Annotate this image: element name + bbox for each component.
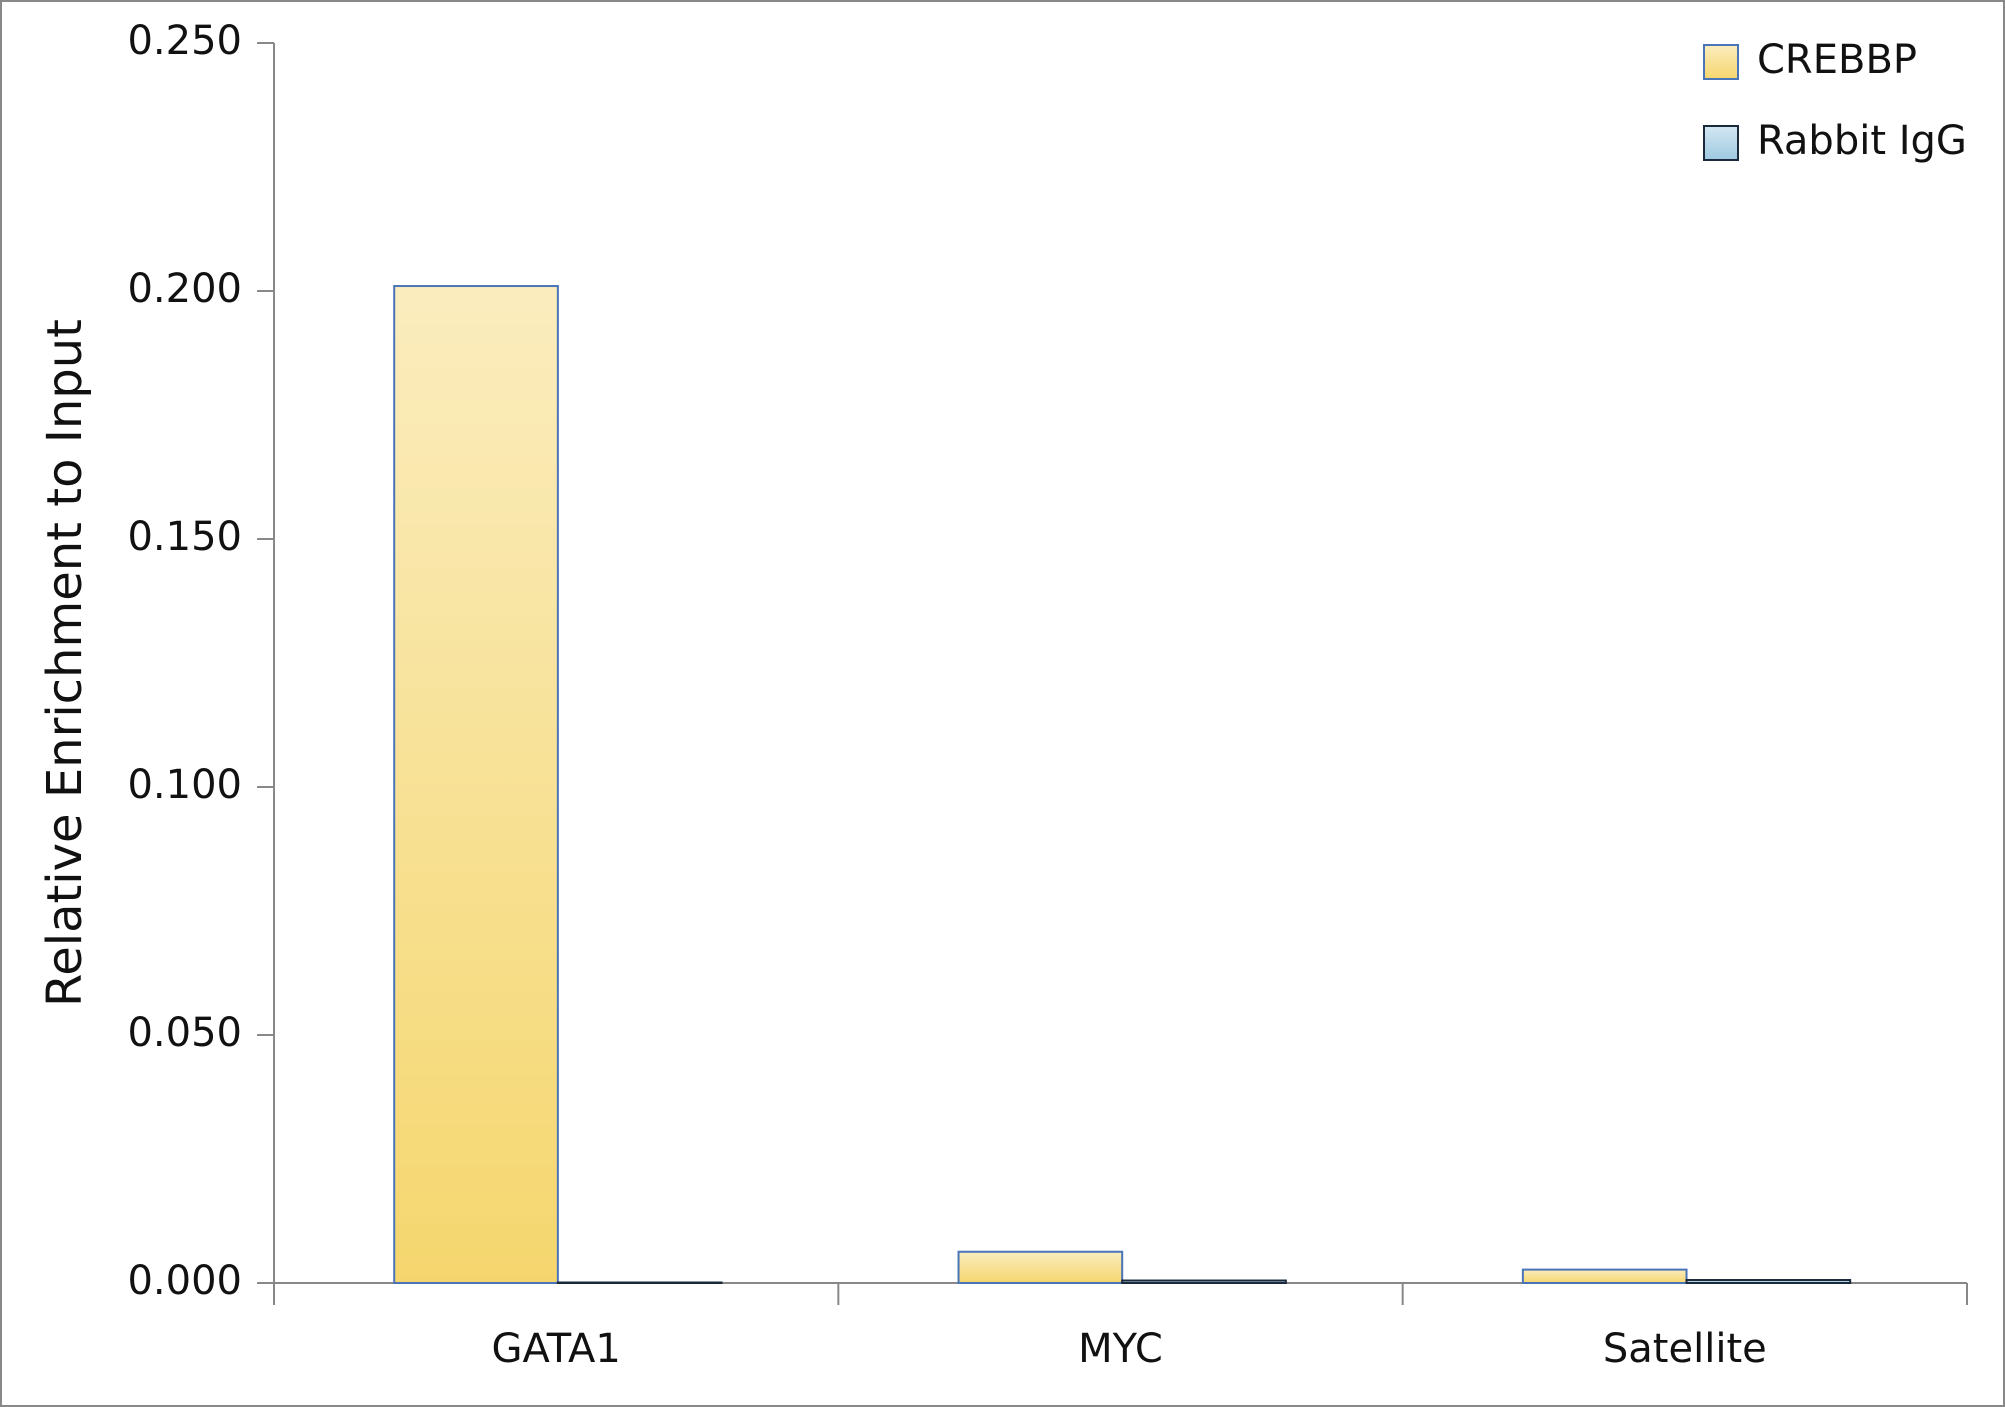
bar bbox=[1685, 1279, 1852, 1285]
y-tick-label: 0.200 bbox=[127, 266, 242, 312]
bar bbox=[957, 1250, 1124, 1284]
y-tick-label: 0.100 bbox=[127, 762, 242, 808]
legend-label: Rabbit IgG bbox=[1757, 118, 1967, 164]
legend-swatch bbox=[1703, 125, 1739, 161]
bar bbox=[1521, 1268, 1688, 1285]
bar bbox=[556, 1281, 723, 1285]
y-tick-label: 0.050 bbox=[127, 1010, 242, 1056]
y-tick-label: 0.150 bbox=[127, 514, 242, 560]
y-tick-label: 0.000 bbox=[127, 1258, 242, 1304]
legend-swatch bbox=[1703, 44, 1739, 80]
bar bbox=[393, 285, 559, 1285]
legend-label: CREBBP bbox=[1757, 37, 1917, 83]
x-tick-label: MYC bbox=[1078, 1326, 1163, 1372]
y-tick-label: 0.250 bbox=[127, 18, 242, 64]
x-tick-label: Satellite bbox=[1603, 1326, 1767, 1372]
x-tick-label: GATA1 bbox=[491, 1326, 620, 1372]
y-axis-title: Relative Enrichment to Input bbox=[37, 319, 93, 1007]
bar bbox=[1121, 1279, 1287, 1285]
